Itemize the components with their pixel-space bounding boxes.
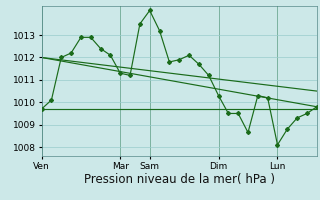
X-axis label: Pression niveau de la mer( hPa ): Pression niveau de la mer( hPa ) [84, 173, 275, 186]
